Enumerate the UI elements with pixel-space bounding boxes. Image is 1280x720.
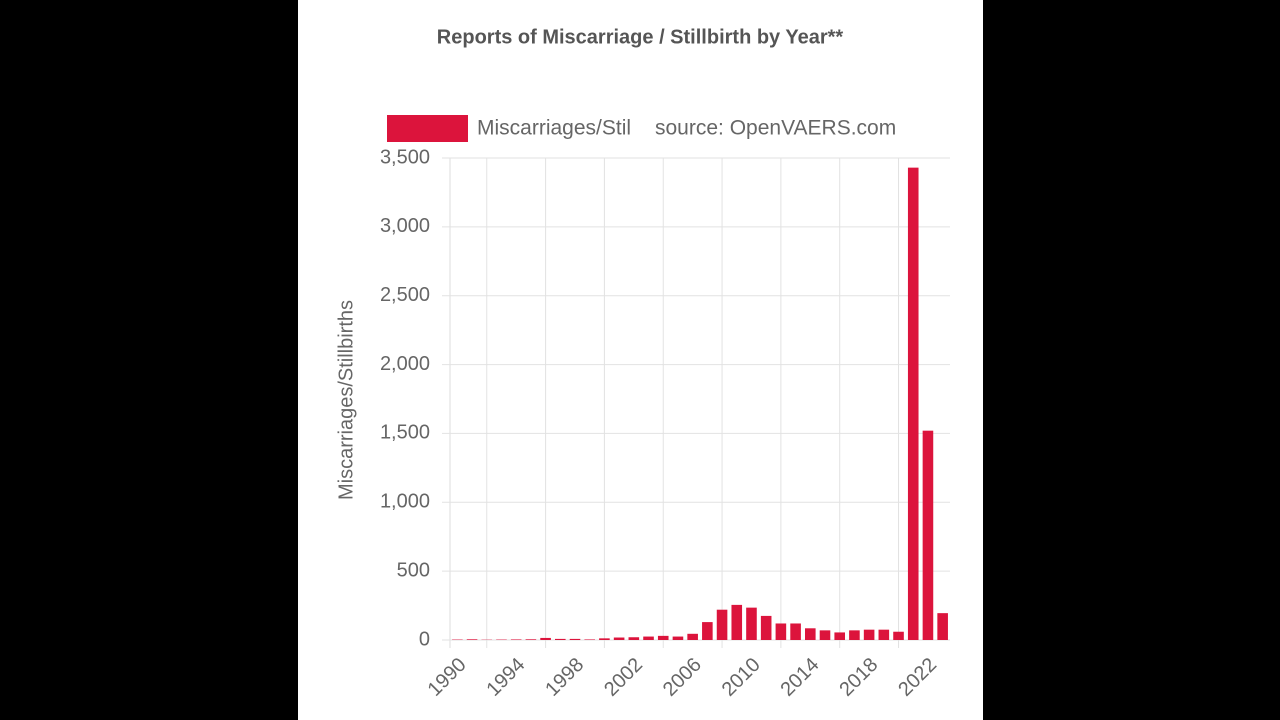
- bar: [628, 637, 640, 640]
- bar: [790, 623, 801, 640]
- bar: [643, 636, 654, 640]
- bar: [805, 628, 816, 640]
- y-tick-label: 0: [419, 628, 430, 650]
- bar: [937, 613, 948, 640]
- bar: [863, 629, 875, 640]
- bar: [466, 639, 478, 640]
- y-axis-label: Miscarriages/Stillbirths: [335, 300, 357, 500]
- bar: [731, 604, 743, 640]
- y-tick-label: 2,000: [380, 353, 430, 375]
- bar: [746, 607, 757, 640]
- bar: [878, 629, 890, 640]
- y-tick-label: 1,500: [380, 422, 430, 444]
- source-note: source: OpenVAERS.com: [655, 117, 896, 140]
- bar: [819, 630, 831, 640]
- bar: [599, 638, 610, 640]
- bar: [702, 622, 713, 640]
- y-tick-label: 1,000: [380, 491, 430, 513]
- y-tick-label: 500: [397, 559, 430, 581]
- y-tick-label: 3,000: [380, 215, 430, 237]
- bar: [775, 623, 787, 640]
- bar: [569, 638, 581, 640]
- bar: [893, 631, 904, 640]
- bar: [525, 639, 537, 640]
- legend-label: Miscarriages/Stil: [477, 117, 631, 140]
- legend-swatch: [387, 115, 468, 142]
- y-tick-label: 2,500: [380, 284, 430, 306]
- bar: [834, 632, 845, 640]
- chart-title: Reports of Miscarriage / Stillbirth by Y…: [437, 26, 844, 48]
- bar: [907, 167, 919, 640]
- bar: [716, 609, 728, 640]
- bar: [922, 430, 934, 640]
- bar: [760, 615, 772, 640]
- bar: [584, 639, 595, 640]
- bar: [849, 630, 860, 640]
- bar: [555, 638, 566, 640]
- bar: [672, 636, 684, 640]
- bar: [657, 635, 669, 640]
- bar: [510, 639, 522, 640]
- bar: [540, 637, 551, 640]
- y-tick-label: 3,500: [380, 146, 430, 168]
- bar: [687, 633, 698, 640]
- bar: [613, 637, 625, 640]
